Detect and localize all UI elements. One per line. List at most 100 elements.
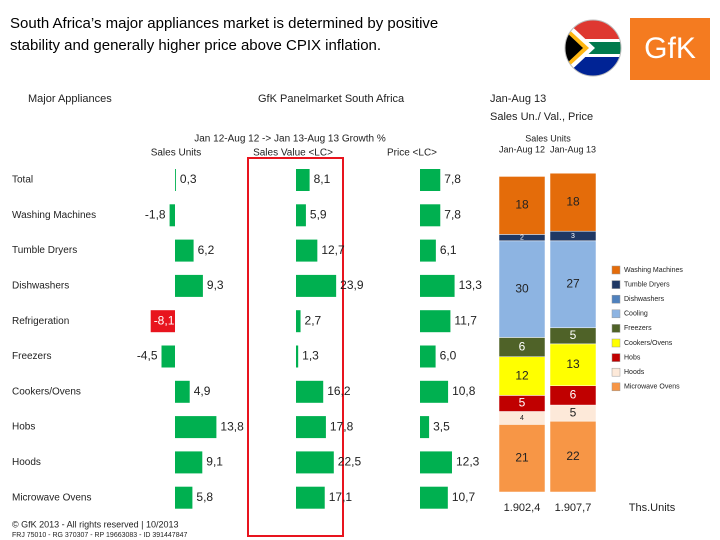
bar (420, 239, 436, 262)
bar (169, 204, 175, 227)
bar (296, 486, 325, 509)
value-label: 17,1 (329, 490, 353, 504)
legend-label: Dishwashers (624, 296, 665, 303)
chart-title: Price <LC> (387, 148, 437, 159)
legend-swatch (611, 294, 621, 304)
value-label: 16,2 (327, 384, 351, 398)
value-label: 1,3 (302, 349, 319, 363)
bar (296, 451, 334, 474)
footer: FRJ 75010 - RG 370307 - RP 19663083 - ID… (12, 532, 187, 539)
value-label: 13,8 (220, 419, 244, 433)
legend-label: Hoods (624, 369, 645, 376)
bar (296, 204, 306, 227)
row-label: Dishwashers (12, 281, 69, 292)
bar (420, 345, 436, 368)
bar (420, 310, 451, 333)
value-label: 6,1 (440, 243, 457, 257)
value-label: 10,7 (452, 490, 476, 504)
segment-label: 4 (520, 415, 524, 422)
bar (175, 486, 193, 509)
value-label: 11,7 (454, 313, 477, 327)
header-right: Jan-Aug 13 (490, 93, 546, 105)
legend-swatch (611, 324, 621, 333)
column-label: Jan-Aug 13 (550, 144, 596, 154)
bar (175, 451, 203, 474)
bar (296, 416, 326, 439)
value-label: -8,1 (154, 313, 175, 327)
value-label: -1,8 (145, 207, 166, 221)
value-label: 12,7 (321, 243, 345, 257)
value-label: 2,7 (305, 313, 322, 327)
segment (549, 420, 597, 493)
segment-label: 6 (519, 339, 526, 353)
segment (498, 424, 546, 493)
bar (420, 486, 448, 509)
segment (549, 240, 597, 329)
segment-label: 5 (570, 328, 577, 342)
segment (498, 240, 546, 338)
value-label: 8,1 (314, 172, 331, 186)
flag-rim (564, 19, 622, 77)
legend-label: Washing Machines (624, 267, 683, 274)
value-label: 23,9 (340, 278, 364, 292)
total-label: 1.902,4 (504, 502, 541, 514)
legend-swatch (611, 309, 621, 319)
bar (175, 239, 194, 262)
total-unit: Ths.Units (629, 502, 676, 514)
segment (549, 172, 597, 232)
segment-label: 6 (570, 388, 577, 402)
highlight-box (247, 157, 344, 537)
legend-swatch (611, 338, 621, 348)
chart-title: Sales Units (525, 133, 571, 143)
value-label: 22,5 (338, 455, 362, 469)
value-label: 4,9 (194, 384, 211, 398)
value-label: 9,1 (206, 455, 223, 469)
legend-swatch (611, 265, 621, 275)
value-label: 17,8 (330, 419, 354, 433)
value-label: 10,8 (452, 384, 476, 398)
segment-label: 18 (515, 198, 529, 212)
logo: GfK (644, 32, 696, 65)
title-line: stability and generally higher price abo… (10, 37, 381, 54)
value-label: 9,3 (207, 278, 224, 292)
value-label: 0,3 (180, 172, 197, 186)
legend-label: Tumble Dryers (624, 281, 670, 288)
row-label: Total (12, 175, 33, 186)
bar (296, 169, 310, 191)
bar (420, 169, 441, 191)
value-label: 6,2 (198, 243, 215, 257)
value-label: 12,3 (456, 455, 480, 469)
legend-swatch (611, 353, 621, 362)
footer: © GfK 2013 - All rights reserved | 10/20… (12, 519, 179, 529)
value-label: 5,9 (310, 207, 327, 221)
segment-label: 5 (570, 405, 577, 419)
segment-label: 2 (520, 234, 524, 241)
chart-title: Sales Units (151, 148, 202, 159)
segment-label: 21 (515, 450, 529, 464)
legend-label: Cookers/Ovens (624, 340, 673, 347)
bar (175, 416, 217, 439)
bar (175, 380, 190, 403)
value-label: 5,8 (196, 490, 213, 504)
segment-label: 27 (566, 276, 580, 290)
header-center: GfK Panelmarket South Africa (258, 93, 405, 105)
total-label: 1.907,7 (555, 502, 592, 514)
row-label: Washing Machines (12, 210, 96, 221)
segment-label: 3 (571, 233, 575, 240)
bar (420, 451, 452, 474)
bar (296, 345, 299, 368)
bar (420, 416, 430, 439)
legend-label: Hobs (624, 354, 641, 361)
segment-label: 12 (515, 368, 529, 382)
segment (549, 343, 597, 386)
row-label: Cookers/Ovens (12, 386, 81, 397)
row-label: Hobs (12, 422, 35, 433)
bar (296, 380, 324, 403)
value-label: 6,0 (440, 349, 457, 363)
legend-label: Freezers (624, 325, 652, 332)
row-label: Hoods (12, 457, 41, 468)
segment-label: 30 (515, 281, 529, 295)
bar (150, 310, 175, 333)
value-label: 7,8 (444, 172, 461, 186)
